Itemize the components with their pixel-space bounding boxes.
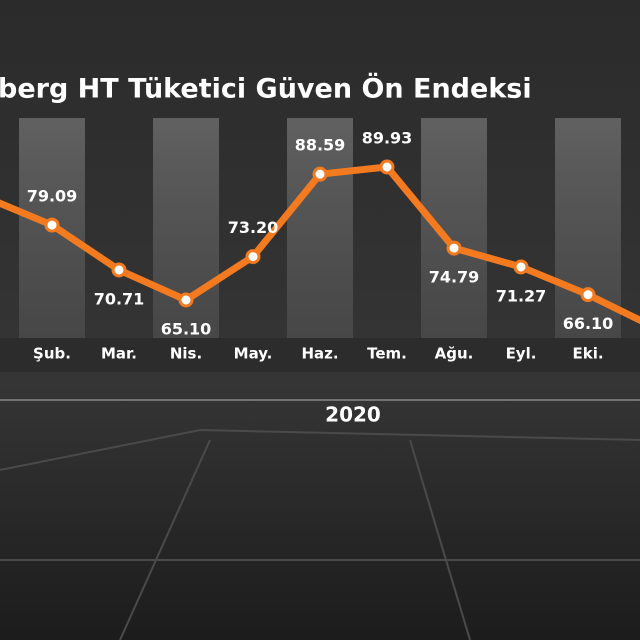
data-point (379, 159, 395, 175)
value-label: 88.59 (295, 136, 346, 155)
value-label: 71.27 (496, 286, 547, 305)
x-tick-label: Tem. (367, 345, 407, 363)
label-band (0, 338, 640, 372)
value-label: 89.93 (362, 129, 413, 148)
value-label: 66.10 (563, 314, 614, 333)
value-label: 70.71 (94, 289, 145, 308)
chart-title: berg HT Tüketici Güven Ön Endeksi (0, 72, 532, 105)
line-stub (586, 291, 640, 325)
data-point (580, 287, 596, 303)
x-tick-label: Şub. (33, 345, 71, 363)
x-tick-label: Ağu. (435, 345, 474, 363)
x-tick-label: May. (234, 345, 273, 363)
column-band (421, 118, 487, 338)
x-tick-label: Eyl. (506, 345, 537, 363)
x-axis-label: 2020 (325, 403, 381, 427)
value-label: 74.79 (429, 268, 480, 287)
data-point (446, 240, 462, 256)
x-tick-label: Haz. (301, 345, 338, 363)
x-tick-label: Eki. (572, 345, 603, 363)
value-label: 73.20 (228, 218, 279, 237)
x-tick-label: Mar. (101, 345, 137, 363)
value-label: 79.09 (27, 187, 78, 206)
column-band (287, 118, 353, 338)
data-point (111, 262, 127, 278)
data-point (178, 292, 194, 308)
data-point (312, 166, 328, 182)
data-point (44, 217, 60, 233)
data-point (513, 259, 529, 275)
x-tick-label: Nis. (170, 345, 202, 363)
line-stub (0, 199, 54, 229)
value-label: 65.10 (161, 320, 212, 339)
data-point (245, 249, 261, 265)
floor (0, 428, 640, 640)
